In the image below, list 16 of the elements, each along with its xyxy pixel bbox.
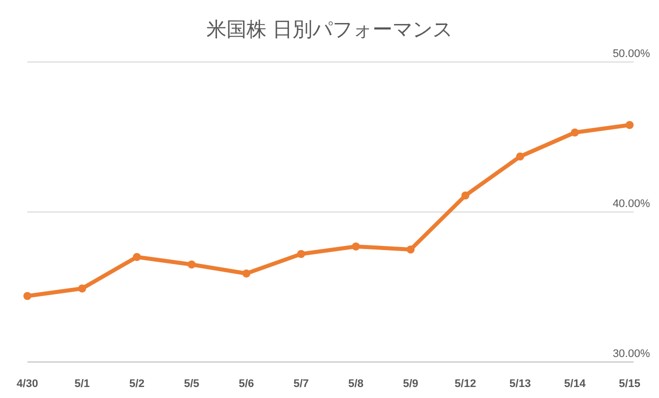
xtick: 5/8	[348, 378, 364, 390]
ytick: 40.00%	[612, 198, 650, 210]
ytick: 50.00%	[612, 48, 650, 60]
xtick: 5/2	[129, 378, 145, 390]
xtick: 5/6	[238, 378, 254, 390]
ytick: 30.00%	[612, 348, 650, 360]
xtick: 5/12	[454, 378, 476, 390]
xtick: 5/7	[293, 378, 309, 390]
xtick: 5/14	[564, 378, 586, 390]
xtick: 5/13	[509, 378, 531, 390]
xtick: 4/30	[16, 378, 38, 390]
xtick: 5/9	[402, 378, 418, 390]
xtick: 5/15	[618, 378, 640, 390]
title: 米国株 日別パフォーマンス	[206, 19, 452, 41]
xtick: 5/1	[74, 378, 90, 390]
xtick: 5/5	[184, 378, 200, 390]
